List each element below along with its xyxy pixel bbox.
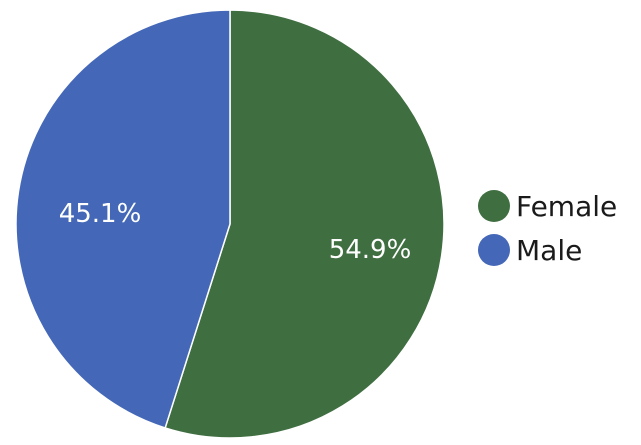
legend-label-female: Female (516, 190, 617, 223)
pie-slices (15, 9, 445, 439)
legend: Female Male (478, 190, 617, 267)
legend-marker-female (478, 190, 510, 222)
pie-slice-label-female: 54.9% (329, 235, 412, 265)
pie-slice-labels: 54.9% 45.1% (59, 199, 412, 265)
pie-slice-male (15, 9, 231, 429)
pie-slice-female (164, 9, 445, 439)
legend-label-male: Male (516, 234, 582, 267)
pie-slice-label-male: 45.1% (59, 199, 142, 229)
legend-marker-male (478, 234, 510, 266)
